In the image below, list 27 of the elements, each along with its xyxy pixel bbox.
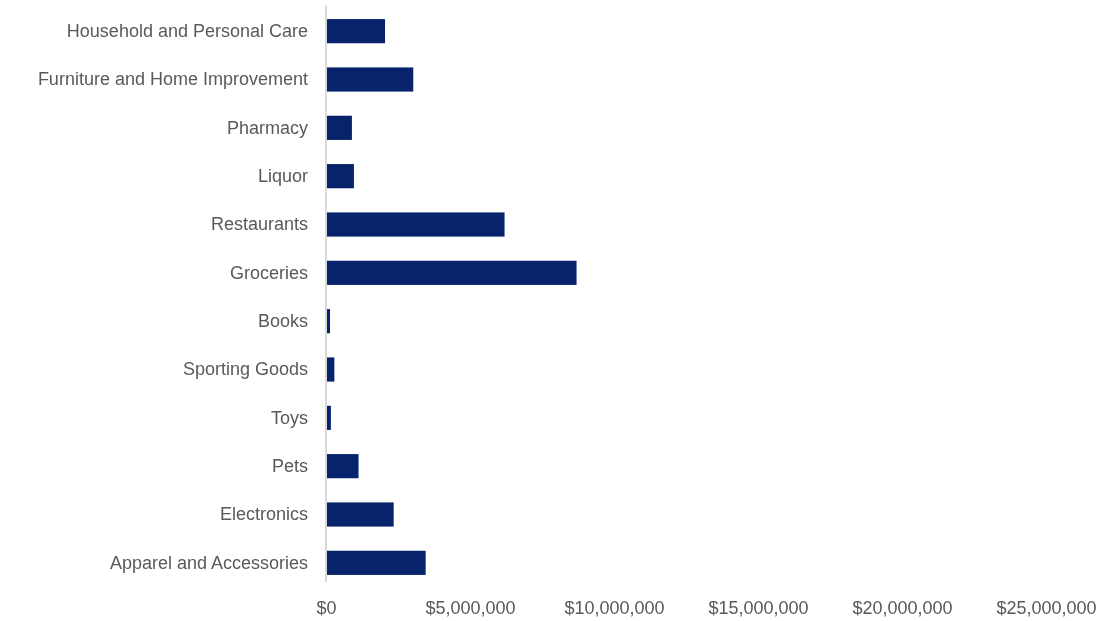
bar xyxy=(326,260,577,285)
y-tick-label: Electronics xyxy=(219,504,308,525)
y-tick-label: Liquor xyxy=(257,165,308,186)
x-tick-label: $25,000,000 xyxy=(996,597,1097,618)
y-tick-label: Apparel and Accessories xyxy=(109,552,308,573)
y-tick-label: Sporting Goods xyxy=(182,359,308,380)
y-tick-label: Pets xyxy=(271,455,308,476)
y-tick-label: Groceries xyxy=(229,262,308,283)
x-tick-label: $0 xyxy=(316,597,337,618)
bar xyxy=(326,164,354,189)
bar xyxy=(326,454,359,479)
x-tick-label: $5,000,000 xyxy=(425,597,516,618)
y-tick-label: Books xyxy=(257,310,308,331)
x-tick-label: $15,000,000 xyxy=(708,597,809,618)
bar xyxy=(326,550,426,575)
bar xyxy=(326,19,386,44)
y-tick-label: Pharmacy xyxy=(226,117,308,138)
x-tick-label: $20,000,000 xyxy=(852,597,953,618)
x-tick-label: $10,000,000 xyxy=(564,597,665,618)
bar xyxy=(326,115,352,140)
y-tick-label: Restaurants xyxy=(210,214,308,235)
y-tick-label: Household and Personal Care xyxy=(66,20,308,41)
bar xyxy=(326,212,505,237)
y-tick-label: Furniture and Home Improvement xyxy=(37,69,308,90)
y-tick-label: Toys xyxy=(270,407,308,428)
bar xyxy=(326,67,414,92)
bar xyxy=(326,502,394,527)
